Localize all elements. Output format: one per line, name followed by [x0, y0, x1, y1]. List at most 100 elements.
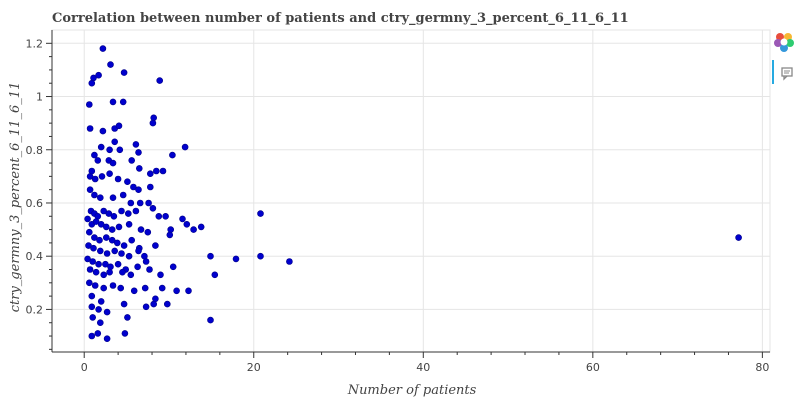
- data-point: [127, 199, 135, 207]
- x-tick-label: 80: [755, 361, 769, 374]
- data-point: [147, 183, 154, 191]
- data-point: [99, 45, 107, 52]
- data-point: [109, 98, 117, 106]
- x-tick-label: 60: [586, 361, 600, 374]
- data-point: [97, 221, 105, 228]
- data-point: [147, 170, 154, 177]
- data-point: [100, 207, 107, 215]
- data-point: [211, 271, 219, 279]
- data-point: [167, 226, 174, 233]
- data-point: [88, 332, 96, 340]
- data-point: [90, 244, 97, 252]
- y-tick-label: 1.2: [26, 37, 44, 50]
- data-point: [95, 306, 102, 313]
- data-point: [735, 234, 742, 241]
- data-point: [197, 223, 205, 231]
- data-point: [159, 167, 167, 175]
- data-point: [130, 287, 138, 295]
- data-point: [91, 175, 99, 183]
- data-point: [116, 146, 124, 154]
- x-tick-label: 0: [81, 361, 88, 374]
- data-point: [136, 165, 143, 172]
- data-point: [145, 199, 152, 207]
- data-point: [99, 127, 107, 135]
- data-point: [190, 226, 197, 233]
- axes: 0 20 40 60 80 0.2 0.4 0.6 0.8 1 1.2: [26, 30, 770, 374]
- data-point: [100, 284, 107, 292]
- bokeh-logo-icon[interactable]: [772, 30, 796, 54]
- data-point: [88, 79, 96, 87]
- data-point: [142, 258, 150, 265]
- data-point: [108, 226, 116, 233]
- data-point: [118, 207, 125, 215]
- data-point: [114, 260, 122, 268]
- data-point: [89, 258, 96, 265]
- x-axis-label: Number of patients: [347, 383, 477, 398]
- data-point: [181, 143, 189, 151]
- data-point: [108, 236, 116, 244]
- data-point: [92, 268, 100, 276]
- data-point: [119, 268, 126, 276]
- data-point: [84, 255, 91, 263]
- data-point: [183, 221, 191, 228]
- data-point: [109, 282, 117, 289]
- data-point: [135, 186, 142, 193]
- data-point: [124, 314, 131, 321]
- data-point: [153, 167, 160, 175]
- data-point: [97, 194, 104, 201]
- data-point: [91, 234, 98, 241]
- data-point: [128, 157, 135, 164]
- data-point: [146, 266, 153, 273]
- data-point: [118, 250, 125, 257]
- hover-tool-icon[interactable]: [772, 60, 796, 86]
- data-point: [91, 282, 99, 289]
- data-point: [158, 284, 166, 292]
- plot-area: [51, 29, 771, 353]
- data-point: [119, 98, 127, 106]
- data-point: [173, 287, 180, 295]
- data-point: [137, 226, 145, 233]
- data-point: [92, 218, 100, 225]
- data-point: [124, 178, 131, 185]
- data-point: [86, 125, 94, 132]
- data-point: [115, 122, 123, 130]
- data-point: [120, 69, 128, 76]
- data-point: [156, 77, 163, 84]
- data-point: [136, 199, 144, 207]
- data-point: [117, 284, 124, 292]
- data-point: [232, 255, 240, 263]
- data-point: [110, 213, 118, 220]
- data-point: [97, 319, 104, 327]
- data-point: [97, 298, 105, 305]
- data-point: [86, 101, 93, 108]
- data-point: [207, 252, 214, 260]
- data-point: [128, 236, 135, 244]
- data-point: [86, 228, 93, 236]
- data-point: [103, 234, 110, 241]
- data-point: [94, 330, 102, 337]
- data-point: [152, 295, 159, 303]
- data-point: [105, 210, 113, 217]
- data-point: [97, 143, 105, 151]
- data-point: [149, 119, 157, 127]
- data-point: [134, 263, 141, 271]
- x-tick-label: 40: [416, 361, 430, 374]
- data-point: [100, 271, 107, 279]
- data-point: [103, 250, 111, 257]
- data-point: [169, 151, 176, 159]
- data-point: [103, 335, 111, 343]
- data-point: [107, 61, 114, 68]
- data-point: [152, 242, 159, 249]
- data-point: [185, 287, 192, 295]
- plot-background: [51, 29, 771, 353]
- data-points: [84, 45, 742, 343]
- data-point: [103, 308, 111, 316]
- data-point: [149, 205, 157, 212]
- data-point: [95, 260, 102, 268]
- data-point: [86, 279, 93, 287]
- data-point: [89, 314, 96, 321]
- data-point: [141, 284, 149, 292]
- data-point: [111, 247, 118, 255]
- data-point: [125, 252, 133, 260]
